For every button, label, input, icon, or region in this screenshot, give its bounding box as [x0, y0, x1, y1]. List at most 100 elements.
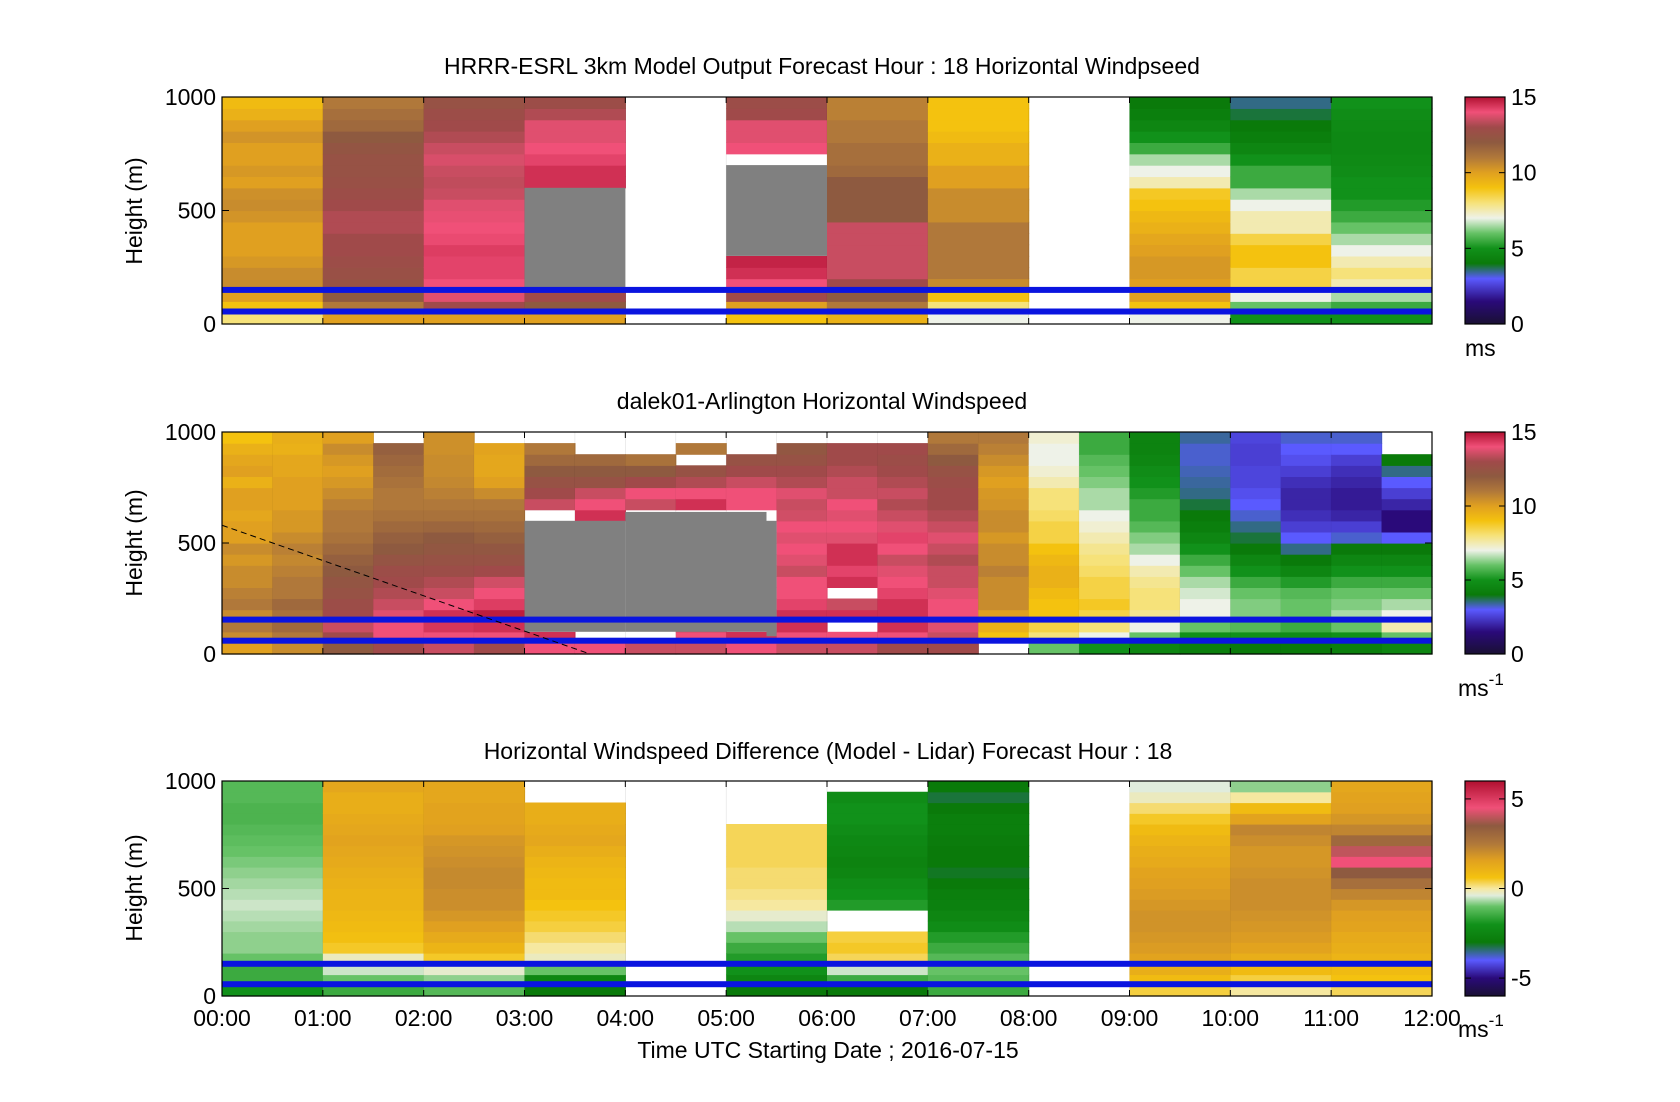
heatmap-cell — [1230, 153, 1332, 166]
heatmap-cell — [877, 454, 929, 466]
heatmap-cell — [272, 554, 324, 566]
heatmap-cell — [322, 210, 425, 223]
heatmap-cell — [222, 877, 324, 890]
heatmap-cell — [1230, 278, 1332, 291]
heatmap-cell — [423, 565, 475, 577]
heatmap-cell — [1179, 620, 1231, 633]
heatmap-cell — [1230, 953, 1332, 965]
heatmap-cell — [1129, 910, 1231, 922]
heatmap-cell — [272, 642, 324, 655]
heatmap-cell — [1028, 487, 1080, 500]
heatmap-cell — [726, 642, 778, 655]
heatmap-cell — [776, 554, 828, 566]
colorbar-tick-label: 5 — [1511, 235, 1524, 261]
heatmap-cell — [726, 119, 828, 132]
heatmap-cell — [524, 465, 576, 477]
heatmap-cell — [1230, 867, 1332, 879]
heatmap-cell — [1079, 642, 1131, 655]
heatmap-cell — [726, 278, 828, 291]
heatmap-cell — [322, 867, 425, 879]
heatmap-cell — [1331, 210, 1433, 223]
heatmap-cell — [1179, 598, 1231, 611]
heatmap-cell — [524, 487, 576, 500]
panel-model-title: HRRR-ESRL 3km Model Output Forecast Hour… — [444, 53, 1200, 79]
panel-lidar-ticks: 0 500 1000 — [165, 419, 1433, 667]
heatmap-cell — [927, 267, 1030, 280]
heatmap-cell — [927, 620, 979, 633]
heatmap-cell — [373, 443, 425, 455]
heatmap-cell — [423, 289, 526, 302]
heatmap-cell — [877, 598, 929, 611]
heatmap-cell — [927, 153, 1030, 166]
heatmap-cell — [1129, 119, 1231, 132]
heatmap-cell — [927, 598, 979, 611]
heatmap-cell — [524, 476, 576, 489]
heatmap-cell — [726, 942, 828, 954]
heatmap-cell — [322, 963, 425, 976]
reference-line — [222, 960, 1432, 967]
heatmap-cell — [726, 631, 778, 644]
heatmap-cell — [322, 888, 425, 900]
heatmap-cell — [1129, 877, 1231, 890]
heatmap-cell — [827, 598, 879, 611]
heatmap-cell — [1331, 108, 1433, 121]
x-tick-label: 06:00 — [798, 1005, 856, 1031]
heatmap-cell — [827, 931, 929, 943]
heatmap-cell — [524, 856, 626, 868]
heatmap-cell — [423, 131, 526, 143]
heatmap-cell — [423, 199, 526, 212]
panel-difference-ylabel: Height (m) — [121, 834, 147, 941]
heatmap-cell — [222, 565, 274, 577]
heatmap-cell — [1129, 465, 1181, 477]
heatmap-cell — [1230, 565, 1282, 577]
heatmap-cell — [978, 487, 1030, 500]
heatmap-cell — [373, 487, 425, 500]
heatmap-cell — [322, 920, 425, 933]
heatmap-cell — [423, 845, 526, 857]
heatmap-cell — [927, 942, 1030, 954]
heatmap-cell — [1028, 609, 1080, 622]
heatmap-cell — [927, 531, 979, 544]
heatmap-cell — [675, 642, 727, 655]
heatmap-cell — [776, 520, 828, 533]
heatmap-cell — [827, 520, 879, 533]
heatmap-cell — [978, 443, 1030, 455]
heatmap-cell — [222, 233, 324, 246]
heatmap-cell — [1331, 97, 1433, 109]
heatmap-cell — [524, 845, 626, 857]
heatmap-cell — [423, 176, 526, 189]
heatmap-cell — [524, 454, 576, 466]
heatmap-cell — [423, 221, 526, 234]
heatmap-cell — [1230, 199, 1332, 212]
heatmap-cell — [1331, 587, 1383, 600]
heatmap-cell — [776, 587, 828, 600]
heatmap-cell — [726, 312, 828, 325]
heatmap-cell — [1230, 221, 1332, 234]
colorbar-tick-label: 10 — [1511, 493, 1537, 519]
heatmap-cell — [1129, 620, 1181, 633]
heatmap-cell — [423, 620, 475, 633]
heatmap-cell — [1280, 443, 1332, 455]
heatmap-cell — [1230, 910, 1332, 922]
heatmap-cell — [978, 520, 1030, 533]
heatmap-cell — [1179, 487, 1231, 500]
heatmap-cell — [1079, 454, 1131, 466]
heatmap-cell — [827, 289, 929, 302]
heatmap-cell — [827, 824, 929, 836]
heatmap-cell — [927, 877, 1030, 890]
heatmap-cell — [1280, 642, 1332, 655]
heatmap-cell — [524, 867, 626, 879]
heatmap-cell — [1230, 543, 1282, 555]
heatmap-cell — [322, 520, 374, 533]
heatmap-cell — [1028, 476, 1080, 489]
heatmap-cell — [1331, 465, 1383, 477]
heatmap-cell — [524, 97, 626, 109]
panel-lidar-colorbar-units-base: ms — [1458, 675, 1489, 701]
heatmap-cell — [827, 953, 929, 965]
heatmap-cell — [1280, 598, 1332, 611]
heatmap-cell — [222, 781, 324, 793]
heatmap-cell — [222, 443, 274, 455]
heatmap-cell — [373, 554, 425, 566]
panel-model-colorbar: 0 5 10 15 ms — [1464, 84, 1537, 361]
panel-model-cells — [222, 97, 1433, 325]
